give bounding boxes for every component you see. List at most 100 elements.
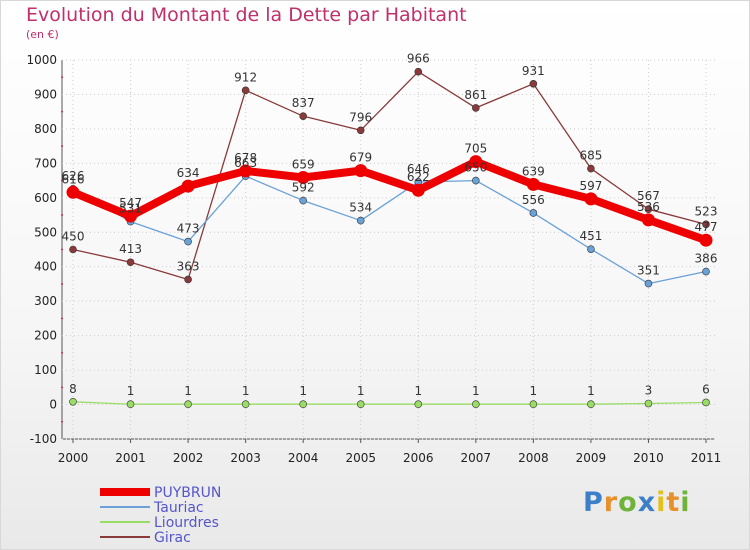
x-tick-label: 2011 (691, 451, 722, 465)
data-label: 363 (177, 259, 200, 273)
data-point (241, 86, 250, 95)
x-tick-label: 2002 (173, 451, 204, 465)
data-label: 912 (234, 70, 257, 84)
data-label: 659 (292, 157, 315, 171)
data-label: 650 (464, 161, 487, 175)
series-tauriac (69, 172, 710, 288)
data-label: 473 (177, 222, 200, 236)
data-label: 837 (292, 96, 315, 110)
series-line (71, 157, 708, 244)
data-point (472, 176, 480, 185)
data-label: 523 (695, 204, 718, 218)
data-label: 8 (69, 382, 77, 396)
data-point (526, 177, 540, 191)
data-label: 1 (242, 384, 250, 398)
data-point (584, 192, 598, 206)
data-label: 622 (407, 170, 430, 184)
minor-tick (61, 179, 63, 182)
legend-label: Girac (154, 530, 191, 546)
x-tick-label: 2003 (230, 451, 261, 465)
data-point (299, 196, 307, 205)
y-tick-label: 200 (34, 329, 57, 343)
data-point (356, 216, 365, 225)
series-liourdres (69, 397, 710, 409)
data-point (184, 400, 192, 409)
brand-letter: r (603, 487, 619, 518)
x-tick-label: 2001 (115, 451, 146, 465)
data-point (702, 220, 710, 229)
data-point (299, 400, 307, 409)
labels-puybrun: 616 547 634 678 659 679 622 705 639 597 536 477 (62, 142, 718, 235)
data-label: 966 (407, 52, 430, 66)
data-label: 646 (407, 162, 430, 176)
data-point (126, 258, 135, 267)
data-point (414, 400, 423, 409)
data-label: 1 (184, 384, 192, 398)
data-label: 931 (522, 64, 545, 78)
minor-tick (61, 145, 63, 148)
data-label: 1 (530, 384, 538, 398)
data-label: 616 (62, 172, 85, 186)
data-label: 386 (695, 252, 718, 266)
data-label: 679 (349, 151, 372, 165)
labels-girac: 450 413 363 912 837 796 966 861 931 685 567 523 (62, 52, 718, 274)
data-point (587, 164, 595, 173)
data-point (529, 209, 538, 217)
data-point (126, 400, 135, 409)
data-point (356, 400, 365, 409)
brand-logo: Proxiti (583, 487, 691, 518)
legend-label: Liourdres (154, 515, 219, 531)
series-girac (69, 67, 710, 284)
data-point (702, 267, 710, 276)
x-tick-label: 2004 (288, 451, 319, 465)
labels-liourdres: 8 1 1 1 1 1 1 1 1 1 3 6 (69, 382, 710, 398)
data-point (184, 275, 192, 284)
data-point (69, 245, 77, 254)
brand-letter: P (583, 487, 604, 518)
x-tick-label: 2007 (461, 451, 492, 465)
data-label: 531 (119, 202, 142, 216)
data-point (239, 164, 253, 178)
legend-label: PUYBRUN (154, 485, 221, 501)
data-point (241, 400, 250, 409)
data-label: 634 (177, 166, 200, 180)
brand-letter: o (618, 487, 638, 518)
brand-letter: i (680, 487, 691, 518)
data-point (296, 170, 310, 184)
series-line (72, 71, 707, 281)
data-point (587, 245, 595, 253)
minor-tick (61, 351, 63, 354)
x-tick-label: 2009 (576, 451, 607, 465)
data-label: 626 (62, 169, 85, 183)
data-label: 678 (234, 151, 257, 165)
data-point (644, 279, 653, 288)
minor-tick (61, 76, 63, 79)
y-tick-label: 900 (34, 87, 57, 101)
data-point (702, 398, 710, 407)
data-label: 639 (522, 164, 545, 178)
x-tick-label: 2008 (518, 451, 549, 465)
data-label: 1 (414, 384, 422, 398)
data-label: 861 (464, 88, 487, 102)
data-label: 556 (522, 193, 545, 207)
data-label: 685 (579, 149, 602, 163)
y-tick-label: 1000 (26, 53, 57, 67)
minor-tick (61, 420, 63, 423)
data-point (69, 397, 77, 406)
data-label: 451 (579, 229, 602, 243)
data-label: 450 (62, 230, 85, 244)
series-puybrun (66, 155, 713, 247)
data-point (124, 209, 138, 223)
data-point (66, 185, 80, 199)
data-label: 592 (292, 181, 315, 195)
data-label: 796 (349, 110, 372, 124)
grid (61, 60, 715, 440)
y-tick-label: 100 (34, 363, 57, 377)
data-label: 351 (637, 264, 660, 278)
brand-letter: x (637, 487, 657, 518)
data-point (469, 155, 483, 169)
data-point (181, 179, 195, 193)
